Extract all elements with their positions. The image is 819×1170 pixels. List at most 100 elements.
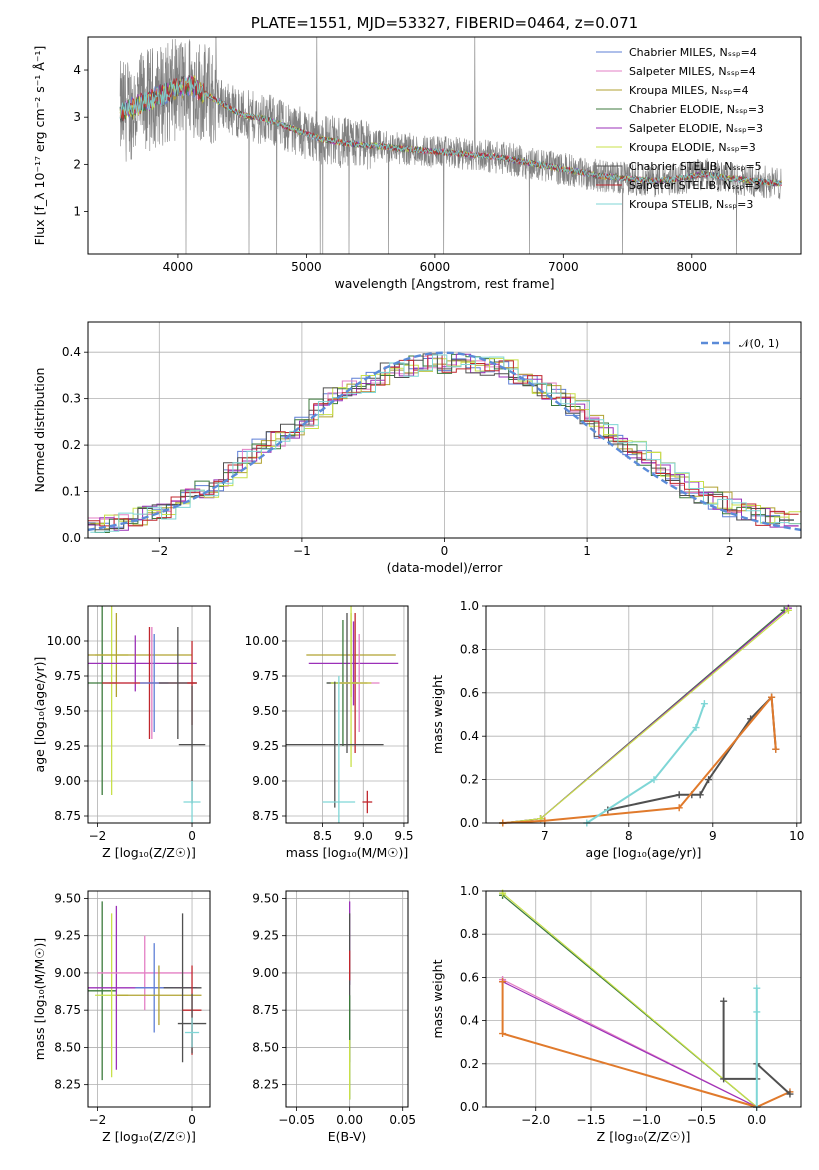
- y-tick-label: 9.75: [252, 669, 279, 683]
- histogram-step-line: [88, 354, 799, 527]
- y-tick-label: 8.75: [252, 809, 279, 823]
- y-tick-label: 9.25: [252, 929, 279, 943]
- histogram-step-line: [88, 353, 799, 531]
- x-tick-label: −2: [89, 1113, 107, 1127]
- histogram-step-line: [90, 354, 801, 533]
- axes-frame: [87, 36, 802, 255]
- y-axis-label: mass [log₁₀(M/M☉)]: [32, 938, 47, 1060]
- y-tick-label: 8.75: [252, 1003, 279, 1017]
- legend-label: Salpeter MILES, Nₛₛₚ=4: [629, 65, 756, 78]
- plus-marker: [696, 791, 704, 799]
- legend-label: Salpeter STELIB, Nₛₛₚ=3: [629, 179, 761, 192]
- age-vs-metallicity-panel: −2 0 8.75 9.00 9.25 9.50 9.75 10.00 Z [log₁₀(Z/Z…: [32, 605, 211, 860]
- errorbar-point: [88, 635, 197, 692]
- mass-vs-ebv-panel: −0.05 0.00 0.05 8.25 8.50 8.75 9.00 9.25 9.50 E(B…: [252, 890, 416, 1144]
- y-tick-label: 9.00: [54, 774, 81, 788]
- y-tick-label: 9.50: [54, 704, 81, 718]
- y-tick-label: 0.6: [460, 686, 479, 700]
- errorbar-point: [330, 606, 372, 767]
- y-tick-label: 0.0: [460, 1100, 479, 1114]
- x-tick-label: −1.0: [632, 1113, 661, 1127]
- x-tick-label: −2.0: [521, 1113, 550, 1127]
- mass-vs-metallicity-panel: −2 0 8.25 8.50 8.75 9.00 9.25 9.50 Z [log₁₀(Z/Z☉…: [32, 890, 211, 1144]
- legend-label: Salpeter ELODIE, Nₛₛₚ=3: [629, 122, 763, 135]
- x-axis-label: E(B-V): [328, 1129, 367, 1144]
- x-tick-label: 1: [583, 544, 591, 558]
- errorbar-point: [308, 621, 399, 706]
- y-tick-label: 9.00: [252, 774, 279, 788]
- errorbar-point: [116, 965, 202, 1026]
- y-tick-label: 0.8: [460, 927, 479, 941]
- x-tick-label: 0: [188, 1113, 196, 1127]
- y-tick-label: 8.25: [54, 1078, 81, 1092]
- plus-marker: [499, 1030, 507, 1038]
- x-tick-label: 2: [726, 544, 734, 558]
- plus-marker: [675, 791, 683, 799]
- chart-title: PLATE=1551, MJD=53327, FIBERID=0464, z=0…: [251, 14, 638, 32]
- errorbar-point: [97, 935, 193, 1011]
- histogram-step-line: [88, 353, 794, 531]
- x-tick-label: 6000: [420, 260, 451, 274]
- plus-marker: [772, 745, 780, 753]
- y-tick-label: 9.50: [252, 704, 279, 718]
- massweight-vs-age-panel: 7 8 9 10 0.0 0.2 0.4 0.6 0.8 1.0 age [log₁₀(age/yr…: [430, 599, 804, 860]
- x-tick-label: 0.00: [336, 1113, 363, 1127]
- y-tick-label: 0.2: [460, 1057, 479, 1071]
- x-axis-label: Z [log₁₀(Z/Z☉)]: [102, 845, 196, 860]
- x-tick-label: 8: [625, 829, 633, 843]
- histogram-step-line: [88, 353, 794, 533]
- x-tick-label: 0.05: [389, 1113, 416, 1127]
- y-tick-label: 0.1: [62, 485, 81, 499]
- y-tick-label: 9.25: [54, 739, 81, 753]
- errorbar-point: [322, 676, 356, 823]
- y-tick-label: 0.0: [460, 816, 479, 830]
- y-tick-label: 0.4: [460, 729, 479, 743]
- y-axis-label: age [log₁₀(age/yr)]: [32, 657, 47, 773]
- axes-frame: [285, 890, 409, 1108]
- y-tick-label: 1.0: [460, 884, 479, 898]
- plus-marker: [499, 978, 507, 986]
- x-axis-label: wavelength [Angstrom, rest frame]: [334, 276, 554, 291]
- errorbar-point: [286, 681, 384, 808]
- plus-marker: [692, 724, 700, 732]
- residuals-panel: −2 −1 0 1 2 0.0 0.1 0.2 0.3 0.4 (data-model)/error…: [32, 321, 802, 575]
- x-tick-label: −2: [150, 544, 168, 558]
- x-tick-label: −2: [89, 829, 107, 843]
- plus-marker: [753, 984, 761, 992]
- plus-marker: [705, 776, 713, 784]
- plus-marker: [720, 1075, 728, 1083]
- age-vs-mass-panel: 8.5 9.0 9.5 8.75 9.00 9.25 9.50 9.75 10.00 mass […: [245, 605, 413, 860]
- y-tick-label: 0.4: [62, 345, 81, 359]
- legend-label: Chabrier MILES, Nₛₛₚ=4: [629, 46, 757, 59]
- normal-distribution-curve: [88, 351, 801, 532]
- histogram-plot-area: [88, 351, 801, 533]
- mass-weight-line: [502, 892, 758, 1108]
- plus-marker: [675, 804, 683, 812]
- mass-weight-line: [586, 703, 706, 824]
- massweight-vs-metallicity-panel: −2.0 −1.5 −1.0 −0.5 0.0 0.0 0.2 0.4 0.6 0.8 1.0 Z […: [430, 884, 802, 1144]
- mass-weight-line: [502, 607, 789, 824]
- legend-label: 𝒩(0, 1): [739, 337, 779, 350]
- y-tick-label: 0.0: [62, 531, 81, 545]
- y-tick-label: 9.25: [252, 739, 279, 753]
- errorbar-plot-area: [88, 606, 206, 823]
- y-tick-label: 8.50: [54, 1040, 81, 1054]
- mass-weight-line: [502, 609, 789, 824]
- x-tick-label: −1: [293, 544, 311, 558]
- x-tick-label: 7: [541, 829, 549, 843]
- x-tick-label: 9.5: [394, 829, 413, 843]
- plus-marker: [786, 1090, 794, 1098]
- y-tick-label: 10.00: [245, 634, 279, 648]
- y-tick-label: 9.50: [54, 891, 81, 905]
- plus-marker: [784, 606, 792, 614]
- mass-weight-line: [501, 981, 791, 1109]
- x-tick-label: −0.05: [278, 1113, 315, 1127]
- model-spectrum-line: [119, 76, 782, 187]
- y-tick-label: 8.25: [252, 1078, 279, 1092]
- x-axis-label: Z [log₁₀(Z/Z☉)]: [597, 1129, 691, 1144]
- y-tick-label: 4: [73, 63, 81, 77]
- plus-marker: [753, 1008, 761, 1016]
- y-tick-label: 3: [73, 110, 81, 124]
- plus-marker: [768, 693, 776, 701]
- errorbar-point: [184, 1017, 200, 1048]
